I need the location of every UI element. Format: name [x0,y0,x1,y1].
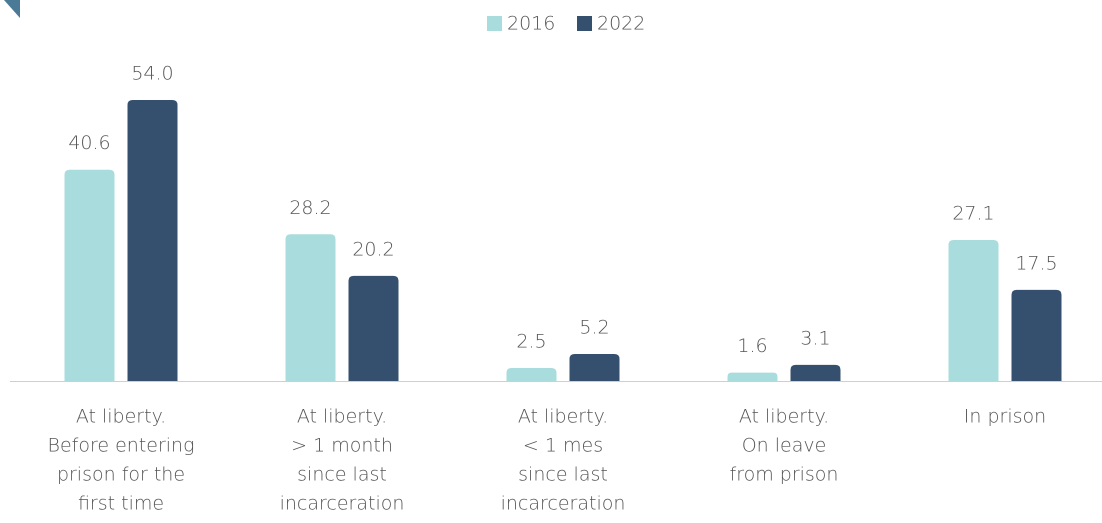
x-tick-label: since last [297,464,387,486]
value-label: 1.6 [737,335,767,357]
bar [569,353,620,381]
value-label: 27.1 [952,202,994,224]
bar [506,367,557,381]
value-label: 5.2 [579,316,609,338]
bar [948,239,999,381]
legend-label: 2022 [597,13,645,35]
value-label: 40.6 [68,132,110,154]
bar [1011,289,1062,381]
x-tick-label: < 1 mes [523,435,603,457]
bar [127,100,178,381]
x-tick-label: At liberty. [76,406,166,428]
value-label: 28.2 [289,197,331,219]
x-tick-label: In prison [964,406,1046,428]
x-tick-label: prison for the [57,464,185,486]
corner-mark [4,0,20,18]
bar [348,275,399,381]
x-tick-label: incarceration [280,493,405,515]
x-tick-label: > 1 month [291,435,393,457]
x-tick-label: At liberty. [739,406,829,428]
x-tick-label: At liberty. [518,406,608,428]
x-tick-label: At liberty. [297,406,387,428]
x-tick-label: since last [518,464,608,486]
x-tick-label: first time [78,493,164,515]
x-tick-label: Before entering [48,435,195,457]
legend-label: 2016 [507,13,555,35]
bar [64,169,115,381]
legend-swatch [577,16,592,31]
value-label: 20.2 [352,238,394,260]
bar [285,234,336,381]
value-label: 54.0 [131,63,173,85]
legend-swatch [487,16,502,31]
value-label: 2.5 [516,330,546,352]
value-label: 17.5 [1015,252,1057,274]
x-tick-label: incarceration [501,493,626,515]
bar [790,364,841,381]
bar [727,372,778,381]
value-label: 3.1 [800,327,830,349]
x-tick-label: On leave [742,435,827,457]
x-tick-label: from prison [730,464,839,486]
